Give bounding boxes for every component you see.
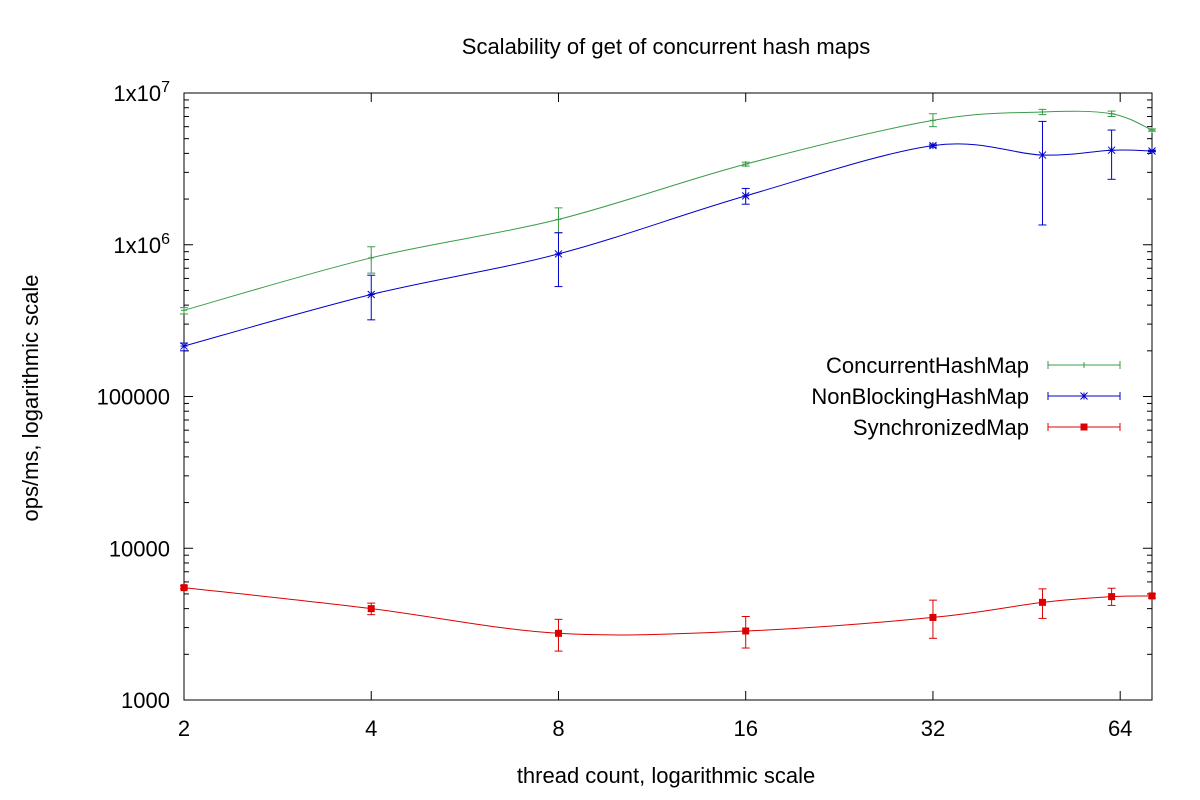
data-point-nonblockinghashmap [180, 342, 188, 350]
y-tick-label: 1000 [121, 688, 170, 713]
data-point-nonblockinghashmap [929, 141, 937, 150]
legend-marker [1081, 362, 1087, 368]
y-tick-label: 1x107 [113, 79, 170, 106]
chart-title: Scalability of get of concurrent hash ma… [462, 34, 870, 59]
marker-stroke [1148, 147, 1156, 155]
data-point-nonblockinghashmap [1107, 146, 1116, 155]
data-point-synchronizedmap [180, 584, 188, 592]
series-synchronizedmap [180, 584, 1156, 652]
marker-stroke [1038, 151, 1047, 159]
data-point-synchronizedmap [554, 629, 562, 637]
legend-entry-concurrenthashmap: ConcurrentHashMap [826, 353, 1121, 378]
data-point-concurrenthashmap [368, 254, 375, 261]
data-point-concurrenthashmap [742, 161, 749, 168]
legend-label: ConcurrentHashMap [826, 353, 1029, 378]
marker-stroke [741, 191, 750, 200]
x-tick-label: 32 [921, 716, 945, 741]
series-line-synchronizedmap [183, 587, 1153, 636]
y-tick-label: 10000 [109, 536, 170, 561]
data-point-synchronizedmap [1148, 592, 1156, 600]
legend-entry-nonblockinghashmap: NonBlockingHashMap [811, 384, 1121, 409]
marker-stroke [1107, 146, 1116, 155]
data-point-synchronizedmap [742, 627, 750, 635]
x-tick-label: 2 [178, 716, 190, 741]
x-tick-label: 4 [365, 716, 377, 741]
legend-entry-synchronizedmap: SynchronizedMap [853, 415, 1121, 440]
legend: ConcurrentHashMap NonBlockingHashMap Synch… [811, 353, 1121, 440]
y-tick-label: 100000 [97, 385, 170, 410]
data-point-concurrenthashmap [555, 216, 562, 223]
legend-marker [1080, 392, 1088, 400]
data-point-synchronizedmap [929, 613, 937, 621]
data-point-concurrenthashmap [1149, 127, 1155, 134]
series-nonblockinghashmap [180, 120, 1156, 352]
data-point-synchronizedmap [367, 605, 375, 613]
legend-marker [1080, 423, 1088, 431]
legend-label: NonBlockingHashMap [811, 384, 1029, 409]
data-point-concurrenthashmap [929, 117, 936, 124]
series-concurrenthashmap [180, 108, 1156, 315]
legend-label: SynchronizedMap [853, 415, 1029, 440]
data-point-synchronizedmap [1108, 593, 1116, 601]
data-point-synchronizedmap [1038, 598, 1046, 606]
error-bar-nonblockinghashmap [1107, 129, 1116, 180]
marker-stroke [554, 250, 563, 258]
marker-stroke [367, 290, 376, 299]
data-point-concurrenthashmap [1039, 108, 1046, 115]
data-point-nonblockinghashmap [1148, 147, 1156, 155]
x-tick-label: 64 [1108, 716, 1132, 741]
data-point-nonblockinghashmap [1038, 151, 1047, 159]
x-axis-label: thread count, logarithmic scale [517, 763, 815, 788]
series-line-nonblockinghashmap [183, 143, 1153, 347]
marker-stroke [929, 141, 937, 150]
marker-stroke [1080, 392, 1088, 400]
x-tick-label: 16 [733, 716, 757, 741]
data-point-nonblockinghashmap [741, 191, 750, 200]
y-tick-label: 1x106 [113, 231, 170, 258]
data-point-concurrenthashmap [181, 307, 187, 314]
plot-area: 1000 10000 100000 1x106 1x107 2 4 8 16 32 64 [97, 79, 1156, 741]
y-axis-label: ops/ms, logarithmic scale [18, 275, 43, 522]
x-tick-label: 8 [552, 716, 564, 741]
error-bar-nonblockinghashmap [554, 232, 563, 288]
series-line-concurrenthashmap [183, 110, 1153, 311]
error-bar-nonblockinghashmap [1038, 120, 1047, 226]
data-point-nonblockinghashmap [554, 250, 563, 258]
data-point-concurrenthashmap [1108, 110, 1115, 117]
data-point-nonblockinghashmap [367, 290, 376, 299]
marker-stroke [180, 342, 188, 350]
